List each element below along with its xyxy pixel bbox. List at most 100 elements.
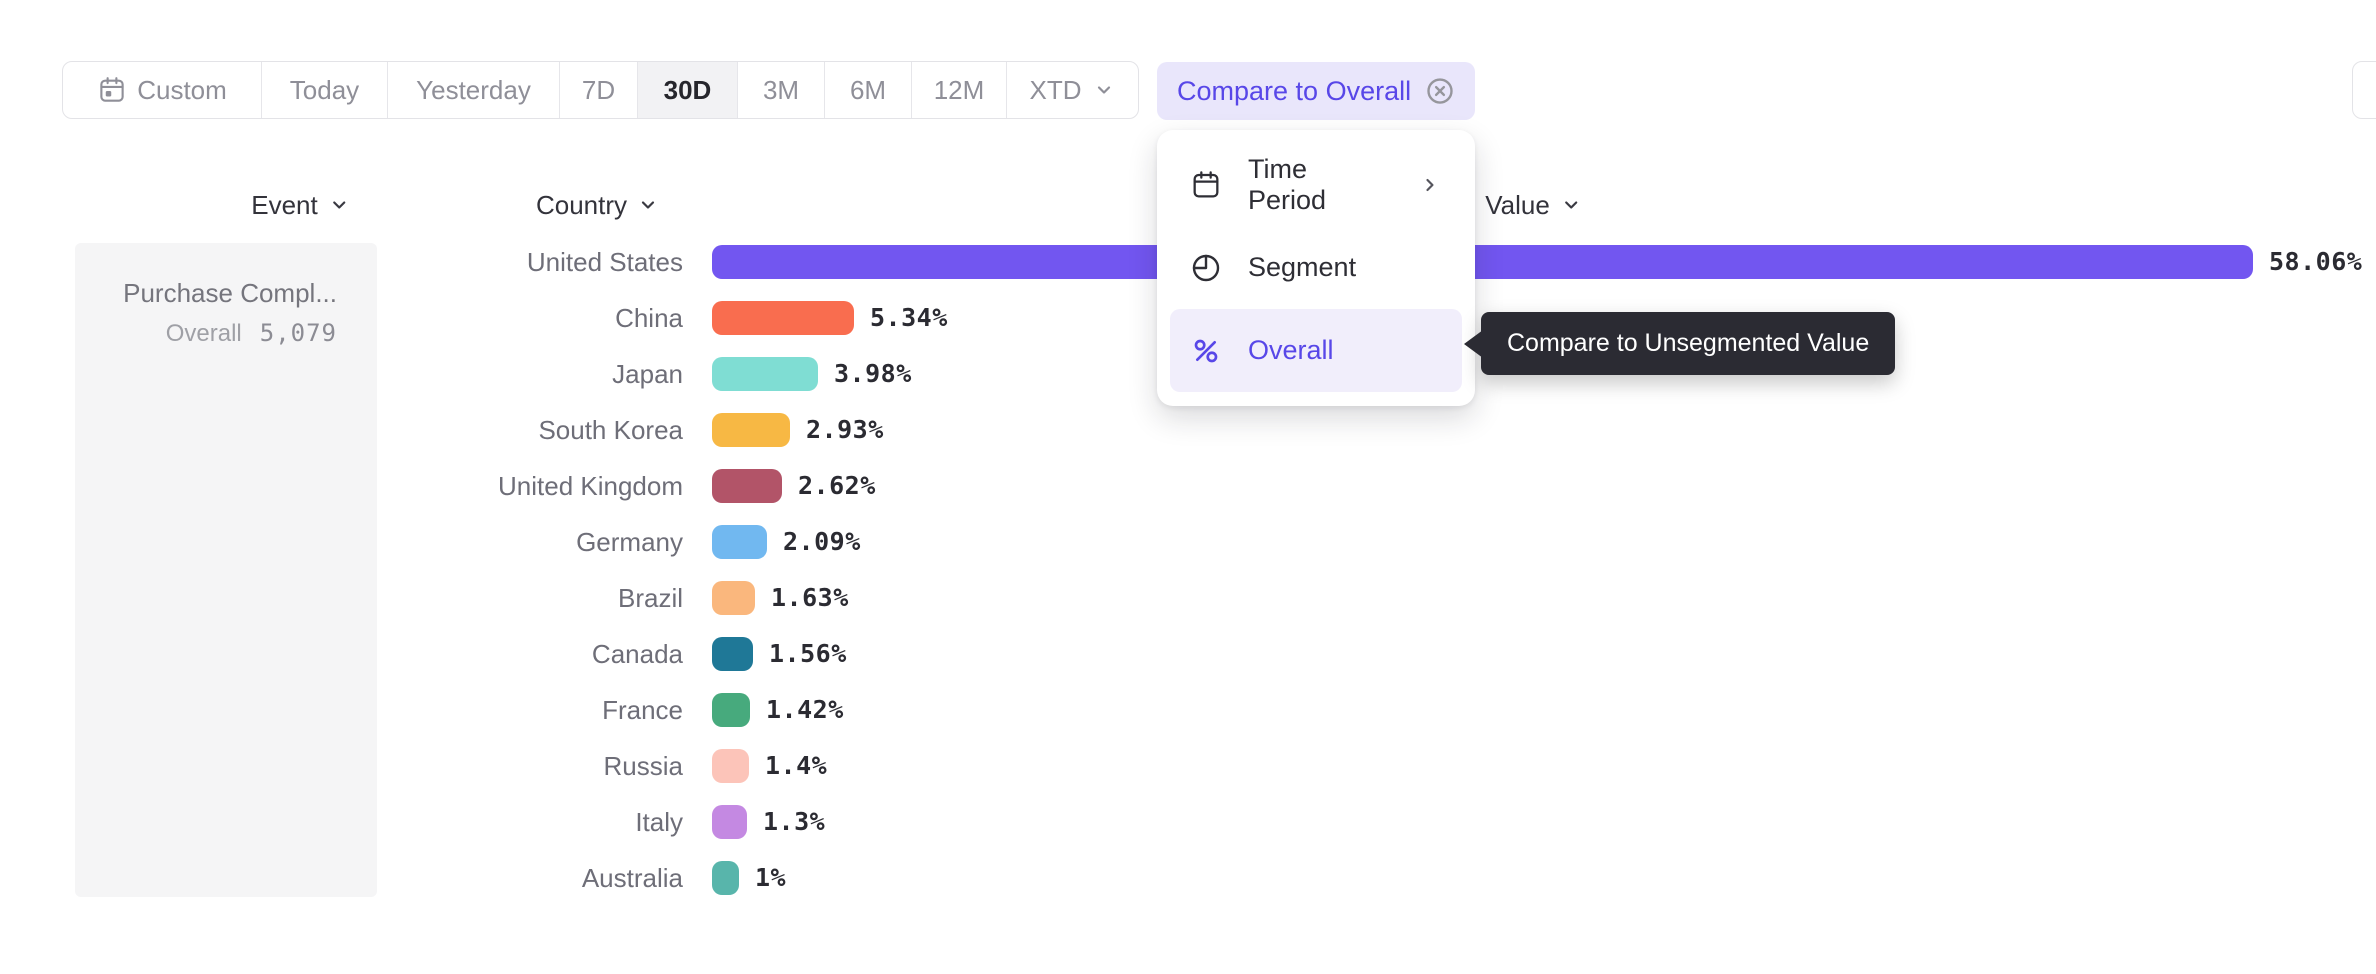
toolbar-range-7d[interactable]: 7D [560, 62, 638, 118]
chevron-down-icon [327, 193, 351, 217]
event-header-label: Event [251, 189, 318, 220]
bar-value-label: 58.06% [2269, 247, 2363, 276]
menu-item-label: Segment [1248, 252, 1357, 282]
bar-value-label: 2.62% [798, 471, 876, 500]
column-header-value[interactable]: Value [1485, 189, 1583, 221]
menu-item-overall[interactable]: Overall [1170, 309, 1462, 392]
segment-icon [1190, 252, 1222, 284]
chevron-down-icon [1092, 78, 1116, 102]
percent-icon [1190, 335, 1222, 367]
dismiss-circle-x-icon[interactable] [1425, 76, 1455, 106]
bar-category-label: Australia [581, 863, 683, 893]
bar[interactable] [712, 469, 782, 503]
toolbar-range-today[interactable]: Today [262, 62, 388, 118]
range-label: Yesterday [416, 74, 531, 105]
cutoff-button-edge[interactable] [2352, 61, 2376, 119]
value-header-label: Value [1485, 189, 1550, 220]
bar-value-label: 2.93% [806, 415, 884, 444]
bar-category-label: France [602, 695, 683, 725]
toolbar-range-yesterday[interactable]: Yesterday [388, 62, 560, 118]
bar[interactable] [712, 637, 753, 671]
bar-value-label: 1.42% [766, 695, 844, 724]
bar[interactable] [712, 525, 767, 559]
chart-row-canada: Canada 1.56% [0, 626, 2376, 682]
menu-item-label: Time Period [1248, 153, 1327, 215]
bar[interactable] [712, 245, 2253, 279]
bar[interactable] [712, 413, 790, 447]
bar-value-label: 1.56% [769, 639, 847, 668]
bar[interactable] [712, 301, 854, 335]
range-label: XTD [1029, 74, 1082, 105]
overall-value: 5,079 [259, 318, 337, 347]
bar-category-label: South Korea [538, 415, 683, 445]
chevron-right-icon [1418, 173, 1442, 197]
toolbar-range-6m[interactable]: 6M [825, 62, 912, 118]
menu-item-label: Overall [1248, 335, 1334, 365]
chart-row-australia: Australia 1% [0, 850, 2376, 906]
bar-value-label: 1.63% [771, 583, 849, 612]
bar[interactable] [712, 805, 747, 839]
chart-row-united-states: United States 58.06% [0, 234, 2376, 290]
chart-row-russia: Russia 1.4% [0, 738, 2376, 794]
bar-category-label: China [615, 303, 683, 333]
range-label: 6M [849, 74, 887, 105]
range-label: 7D [581, 74, 616, 105]
chart-row-brazil: Brazil 1.63% [0, 570, 2376, 626]
menu-item-time-period[interactable]: Time Period [1170, 143, 1462, 226]
bar-category-label: Japan [612, 359, 683, 389]
range-label: 12M [933, 74, 985, 105]
toolbar-range-3m[interactable]: 3M [738, 62, 825, 118]
toolbar-range-30d[interactable]: 30D [638, 62, 738, 118]
bar-category-label: United Kingdom [498, 471, 683, 501]
bar-category-label: Russia [603, 751, 683, 781]
range-label: 30D [663, 74, 712, 105]
chevron-down-icon [1559, 193, 1583, 217]
bar-value-label: 1.4% [765, 751, 828, 780]
bar-category-label: Canada [591, 639, 683, 669]
bar[interactable] [712, 861, 739, 895]
bar-category-label: United States [526, 247, 683, 277]
chart-row-south-korea: South Korea 2.93% [0, 402, 2376, 458]
event-name: Purchase Compl... [123, 278, 337, 308]
toolbar-range-xtd[interactable]: XTD [1007, 62, 1138, 118]
bar-value-label: 5.34% [870, 303, 948, 332]
toolbar-range-12m[interactable]: 12M [912, 62, 1007, 118]
chart-row-italy: Italy 1.3% [0, 794, 2376, 850]
bar-value-label: 1% [755, 863, 787, 892]
range-label: Custom [137, 74, 227, 105]
bar-category-label: Brazil [617, 583, 683, 613]
chart-row-japan: Japan 3.98% [0, 346, 2376, 402]
country-header-label: Country [535, 189, 628, 220]
chart-row-germany: Germany 2.09% [0, 514, 2376, 570]
bar-category-label: Germany [576, 527, 683, 557]
toolbar-range-custom[interactable]: Custom [63, 62, 262, 118]
event-overall-row: Overall 5,079 [95, 319, 337, 348]
bar[interactable] [712, 357, 818, 391]
bar-value-label: 2.09% [783, 527, 861, 556]
chevron-down-icon [636, 193, 660, 217]
bar[interactable] [712, 749, 749, 783]
range-label: Today [289, 74, 360, 105]
column-header-event[interactable]: Event [251, 189, 351, 221]
calendar-icon [97, 75, 127, 105]
compare-dropdown-menu: Time Period Segment Overall [1157, 130, 1475, 406]
bar[interactable] [712, 693, 750, 727]
overall-label: Overall [165, 319, 242, 347]
date-range-toolbar: Custom Today Yesterday 7D 30D 3M 6M 12M XTD [62, 61, 1139, 119]
range-label: 3M [762, 74, 800, 105]
tooltip: Compare to Unsegmented Value [1481, 312, 1896, 375]
chart-row-france: France 1.42% [0, 682, 2376, 738]
menu-item-segment[interactable]: Segment [1170, 226, 1462, 309]
chart-row-china: China 5.34% [0, 290, 2376, 346]
compare-pill-label: Compare to Overall [1177, 75, 1412, 106]
calendar-icon [1190, 169, 1222, 201]
bar[interactable] [712, 581, 755, 615]
column-header-country[interactable]: Country [536, 189, 660, 221]
chart-row-united-kingdom: United Kingdom 2.62% [0, 458, 2376, 514]
tooltip-text: Compare to Unsegmented Value [1507, 329, 1870, 357]
compare-to-overall-pill[interactable]: Compare to Overall [1157, 62, 1476, 120]
bar-value-label: 3.98% [834, 359, 912, 388]
event-card[interactable]: Purchase Compl... Overall 5,079 [75, 243, 377, 897]
